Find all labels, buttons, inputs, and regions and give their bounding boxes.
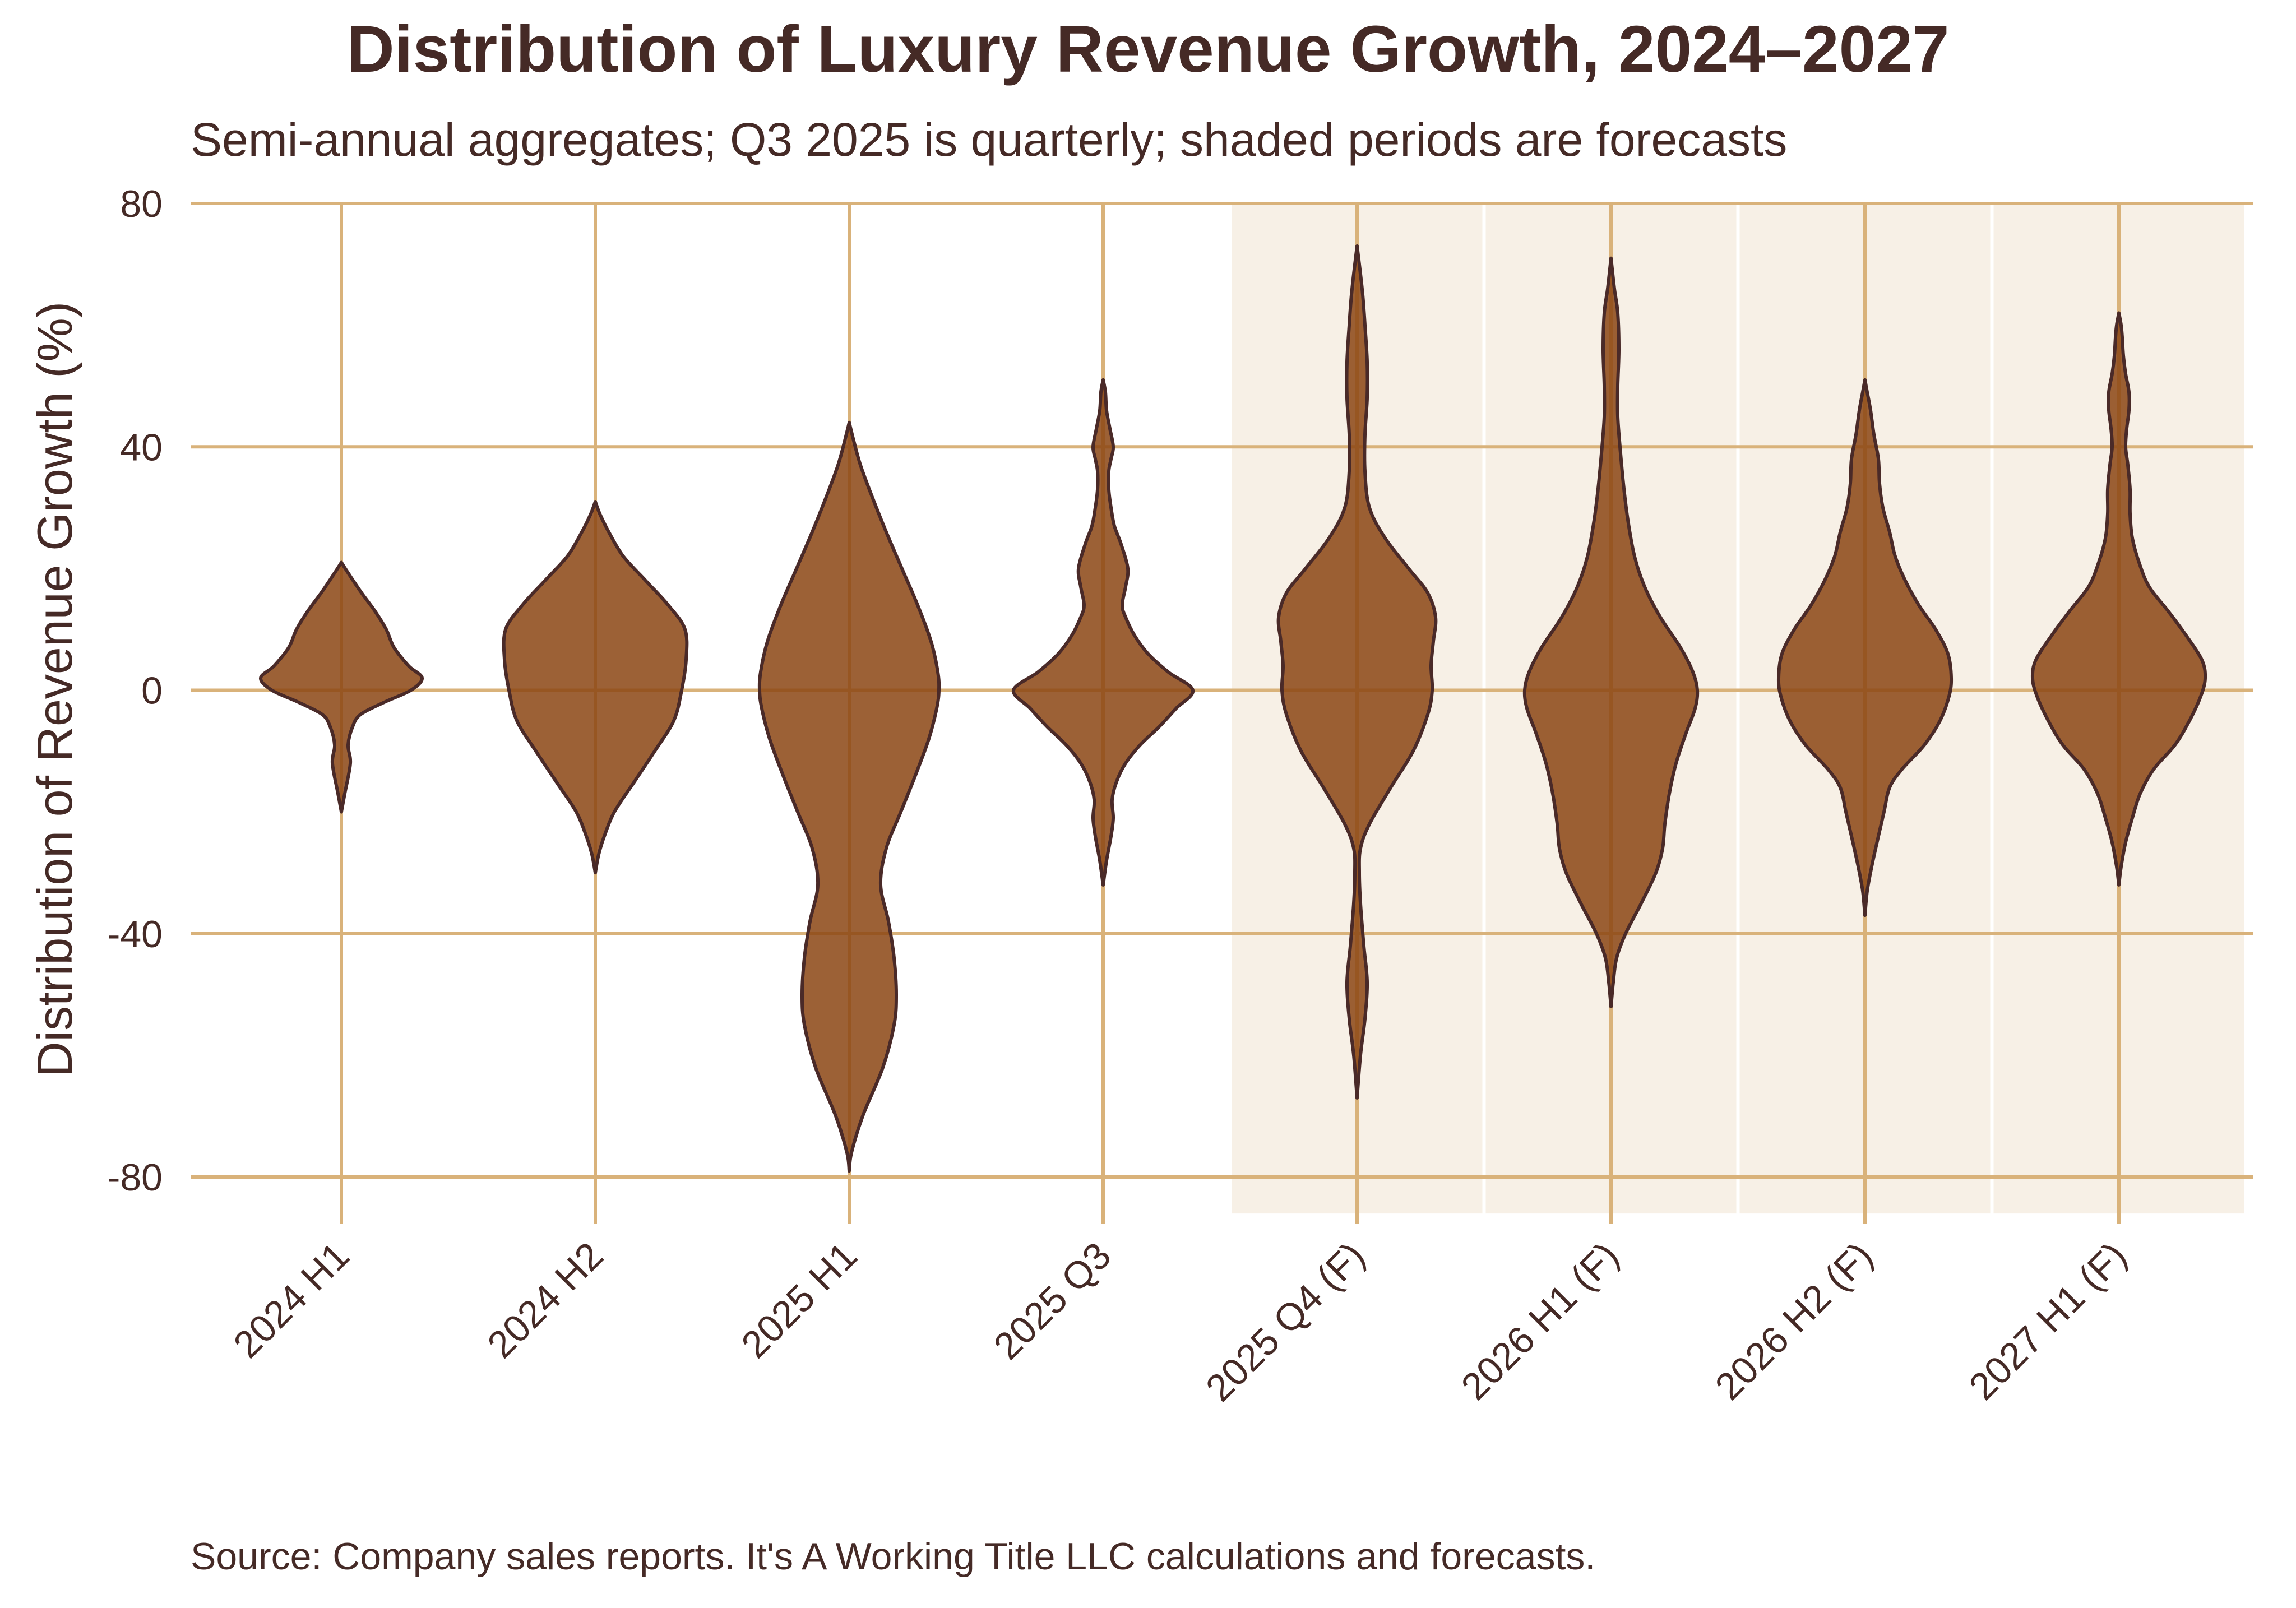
x-tick-labels: 2024 H1 2024 H2 2025 H1 2025 Q3 2025 Q4 (F) 2… xyxy=(225,1234,2135,1410)
x-tick-label: 2027 H1 (F) xyxy=(1961,1234,2135,1408)
x-tick-label: 2025 Q4 (F) xyxy=(1198,1234,1373,1410)
violin-2024-h1 xyxy=(259,560,424,814)
y-tick-label: 0 xyxy=(141,670,163,712)
x-tick-label: 2024 H2 xyxy=(479,1234,612,1366)
y-tick-label: 80 xyxy=(120,183,163,225)
violin-2025-h1 xyxy=(757,420,941,1173)
y-axis-label: Distribution of Revenue Growth (%) xyxy=(27,302,82,1077)
y-tick-label: -40 xyxy=(108,913,163,956)
violins xyxy=(259,244,2207,1173)
x-tick-label: 2026 H2 (F) xyxy=(1707,1234,1881,1408)
violin-2025-q4-f xyxy=(1276,244,1438,1100)
source-note: Source: Company sales reports. It's A Wo… xyxy=(191,1535,1595,1578)
y-tick-labels: 80 40 0 -40 -80 xyxy=(108,183,163,1199)
violin-2024-h2 xyxy=(502,500,689,875)
x-tick-label: 2025 H1 xyxy=(733,1234,865,1366)
chart-subtitle: Semi-annual aggregates; Q3 2025 is quart… xyxy=(191,113,1787,166)
violin-2026-h2-f xyxy=(1776,378,1954,917)
x-tick-label: 2025 Q3 xyxy=(985,1234,1119,1368)
x-tick-label: 2024 H1 xyxy=(225,1234,358,1366)
chart-title: Distribution of Luxury Revenue Growth, 2… xyxy=(347,12,1950,86)
violin-2025-q3 xyxy=(1011,378,1195,887)
y-tick-label: 40 xyxy=(120,426,163,469)
x-tick-label: 2026 H1 (F) xyxy=(1453,1234,1627,1408)
y-tick-label: -80 xyxy=(108,1156,163,1199)
violin-2026-h1-f xyxy=(1522,256,1700,1008)
violin-2027-h1-f xyxy=(2030,311,2207,887)
